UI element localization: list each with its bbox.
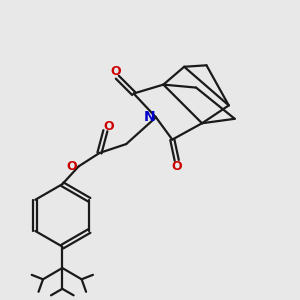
- Text: N: N: [144, 110, 155, 124]
- Text: O: O: [171, 160, 182, 173]
- Text: O: O: [104, 120, 114, 133]
- Text: O: O: [110, 65, 121, 78]
- Text: O: O: [67, 160, 77, 173]
